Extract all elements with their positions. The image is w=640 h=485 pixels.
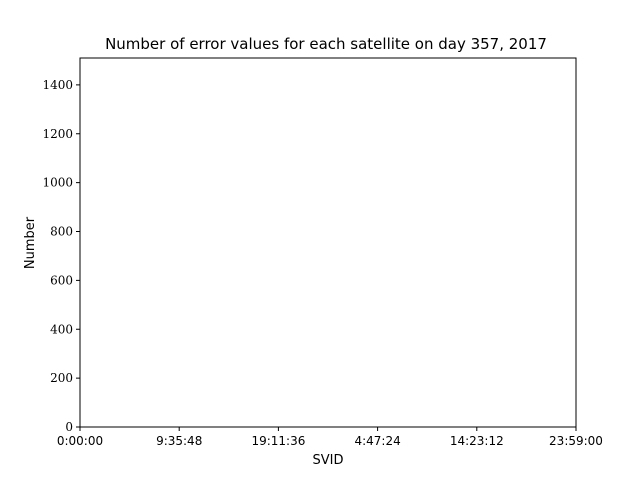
x-tick-label: 4:47:24	[354, 434, 400, 448]
x-tick-label: 0:00:00	[57, 434, 103, 448]
y-tick-label: 1000	[42, 176, 73, 190]
y-tick-label: 1200	[42, 127, 73, 141]
x-tick-label: 23:59:00	[549, 434, 603, 448]
y-tick-label: 600	[50, 273, 73, 287]
y-tick-label: 400	[50, 322, 73, 336]
plot-area-frame	[79, 57, 577, 428]
y-tick-label: 0	[65, 420, 73, 434]
y-tick-label: 800	[50, 225, 73, 239]
x-axis-label: SVID	[313, 453, 344, 468]
chart-title: Number of error values for each satellit…	[105, 35, 547, 53]
x-tick-label: 9:35:48	[156, 434, 202, 448]
y-tick-label: 200	[50, 371, 73, 385]
y-axis-label: Number	[23, 216, 38, 269]
x-tick-label: 14:23:12	[450, 434, 504, 448]
y-axis-ticks: 0 200 400 600 800 1000 1200 1400	[42, 78, 80, 434]
y-tick-label: 1400	[42, 78, 73, 92]
x-axis-ticks: 0:00:00 9:35:48 19:11:36 4:47:24 14:23:12 23:…	[57, 427, 603, 448]
x-tick-label: 19:11:36	[251, 434, 305, 448]
